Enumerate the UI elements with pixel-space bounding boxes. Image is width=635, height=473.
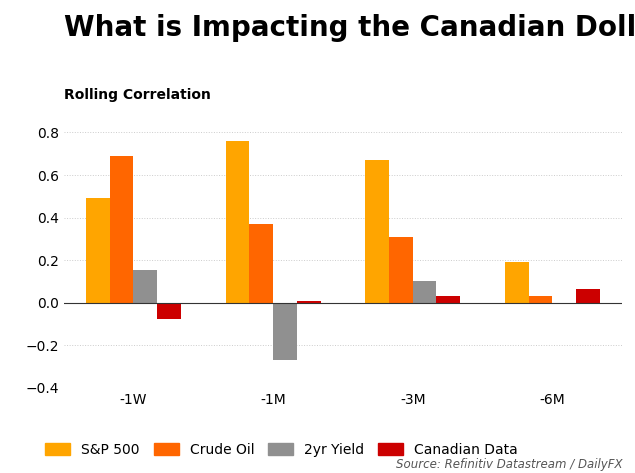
Bar <box>436 296 460 303</box>
Bar <box>273 303 297 360</box>
Legend: S&P 500, Crude Oil, 2yr Yield, Canadian Data: S&P 500, Crude Oil, 2yr Yield, Canadian … <box>45 443 518 456</box>
Bar <box>505 263 529 303</box>
Bar <box>297 301 321 303</box>
Bar <box>389 237 413 303</box>
Bar <box>529 296 552 303</box>
Text: Source: Refinitiv Datastream / DailyFX: Source: Refinitiv Datastream / DailyFX <box>396 458 622 471</box>
Bar <box>133 270 157 303</box>
Bar <box>250 224 273 303</box>
Text: What is Impacting the Canadian Dollar?: What is Impacting the Canadian Dollar? <box>64 14 635 42</box>
Text: Rolling Correlation: Rolling Correlation <box>64 88 210 102</box>
Bar <box>157 303 181 319</box>
Bar <box>365 160 389 303</box>
Bar <box>413 281 436 303</box>
Bar <box>225 141 250 303</box>
Bar <box>576 289 600 303</box>
Bar <box>86 199 110 303</box>
Bar <box>110 156 133 303</box>
